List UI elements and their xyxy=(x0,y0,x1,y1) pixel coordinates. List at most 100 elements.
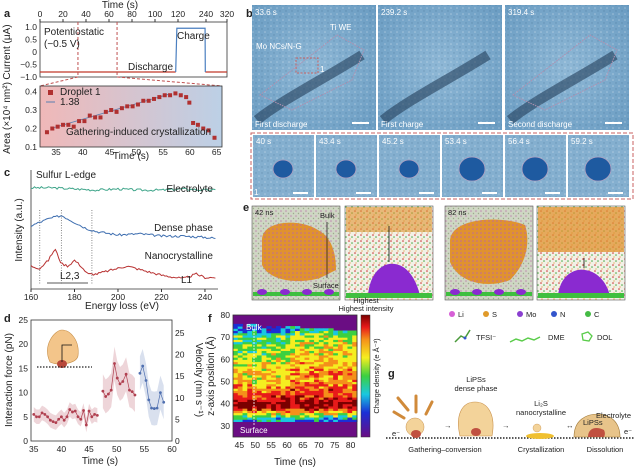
f-heatmap-cell xyxy=(233,334,239,338)
f-heatmap-cell xyxy=(347,361,353,365)
f-heatmap-cell xyxy=(314,417,320,420)
f-heatmap-cell xyxy=(347,405,353,409)
a-annot-potentiostatic: Potentiostatic xyxy=(44,27,104,38)
b-scale-bar xyxy=(608,192,623,194)
legend-c-atom-icon xyxy=(585,311,591,317)
f-heatmap-cell xyxy=(337,343,344,347)
f-heatmap-cell xyxy=(295,350,301,354)
f-heatmap-cell xyxy=(323,366,329,369)
f-heatmap-cell xyxy=(271,397,277,400)
d-ytick-left-label: 0 xyxy=(23,436,28,446)
f-heatmap-cell xyxy=(252,334,258,338)
dme-molecule-icon xyxy=(509,336,541,343)
f-heatmap-cell xyxy=(247,379,253,383)
f-heatmap-cell xyxy=(304,354,310,358)
f-heatmap-cell xyxy=(280,354,286,358)
f-heatmap-cell xyxy=(347,412,353,416)
f-heatmap-cell xyxy=(285,328,291,332)
e-atom-legend: Li S Mo N C xyxy=(449,310,600,319)
f-heatmap-cell xyxy=(237,381,244,385)
f-heatmap-cell xyxy=(285,363,291,367)
a-area-point xyxy=(114,109,119,114)
c-series-dense-phase xyxy=(30,214,216,240)
f-heatmap-cell xyxy=(242,334,248,338)
a-area-point xyxy=(82,119,87,124)
f-heatmap-cell xyxy=(323,339,329,343)
a-area-xtick-label: 40 xyxy=(78,147,88,157)
f-heatmap-cell xyxy=(242,390,248,394)
f-heatmap-cell xyxy=(275,390,282,394)
f-heatmap-cell xyxy=(304,397,310,400)
f-heatmap-cell xyxy=(337,397,344,400)
f-heatmap-cell xyxy=(342,348,348,351)
c-xtick-label: 240 xyxy=(198,292,212,302)
f-heatmap-cell xyxy=(295,419,301,422)
f-heatmap-cell xyxy=(280,332,286,336)
f-heatmap-cell xyxy=(342,354,348,358)
f-heatmap-cell xyxy=(318,403,325,407)
f-heatmap-cell xyxy=(261,419,267,422)
f-heatmap-cell xyxy=(314,383,320,387)
f-heatmap-cell xyxy=(256,405,263,409)
f-heatmap-cell xyxy=(275,334,282,338)
f-heatmap-cell xyxy=(261,352,267,356)
f-heatmap-cell xyxy=(242,385,248,389)
f-ytick-label: 80 xyxy=(221,310,231,320)
f-heatmap-cell xyxy=(280,379,286,383)
f-heatmap-cell xyxy=(285,410,291,414)
f-heatmap-cell xyxy=(290,419,296,422)
a-area-point xyxy=(135,102,140,107)
f-heatmap-cell xyxy=(314,381,320,385)
f-heatmap-cell xyxy=(261,399,267,403)
f-heatmap-cell xyxy=(314,399,320,403)
f-heatmap-cell xyxy=(261,379,267,383)
f-heatmap-cell xyxy=(266,350,272,354)
f-heatmap-cell xyxy=(333,417,339,420)
f-heatmap-cell xyxy=(352,366,358,369)
f-heatmap-cell xyxy=(314,377,320,380)
f-heatmap-cell xyxy=(242,366,248,369)
f-heatmap-cell xyxy=(242,341,248,345)
f-heatmap-cell xyxy=(275,399,282,403)
a-area-point xyxy=(119,106,124,111)
f-heatmap-cell xyxy=(237,394,244,398)
f-heatmap-cell xyxy=(252,337,258,340)
f-heatmap-cell xyxy=(342,383,348,387)
f-heatmap-cell xyxy=(352,385,358,389)
f-heatmap-cell xyxy=(337,379,344,383)
f-heatmap-cell xyxy=(233,392,239,396)
d-point xyxy=(93,412,96,416)
f-heatmap-cell xyxy=(261,397,267,400)
d-point xyxy=(32,412,36,416)
d-point xyxy=(62,418,66,422)
f-heatmap-cell xyxy=(347,341,353,345)
d-point xyxy=(147,398,151,402)
b-scale-bar xyxy=(356,192,371,194)
f-heatmap-cell xyxy=(271,377,277,380)
f-heatmap-cell xyxy=(271,372,277,376)
f-heatmap-cell xyxy=(299,366,306,369)
f-heatmap-cell xyxy=(285,397,291,400)
f-heatmap-cell xyxy=(323,363,329,367)
f-heatmap-cell xyxy=(290,379,296,383)
f-heatmap-cell xyxy=(275,403,282,407)
f-heatmap-cell xyxy=(252,408,258,411)
f-heatmap-cell xyxy=(318,399,325,403)
f-heatmap-cell xyxy=(309,328,315,332)
f-heatmap-cell xyxy=(299,381,306,385)
f-heatmap-cell xyxy=(252,379,258,383)
f-heatmap-cell xyxy=(333,343,339,347)
f-heatmap-cell xyxy=(233,368,239,371)
f-heatmap-cell xyxy=(280,339,286,343)
f-heatmap-cell xyxy=(318,412,325,416)
d-axes xyxy=(30,319,173,442)
f-heatmap-cell xyxy=(328,352,334,356)
e-snapshot-82ns-atoms xyxy=(536,205,626,301)
a-legend-droplet-marker xyxy=(48,90,53,95)
b-scale-bar xyxy=(482,192,497,194)
a-area-xtick-label: 55 xyxy=(158,147,168,157)
f-heatmap-cell xyxy=(237,390,244,394)
f-heatmap-cell xyxy=(280,419,286,422)
f-heatmap-cell xyxy=(318,390,325,394)
